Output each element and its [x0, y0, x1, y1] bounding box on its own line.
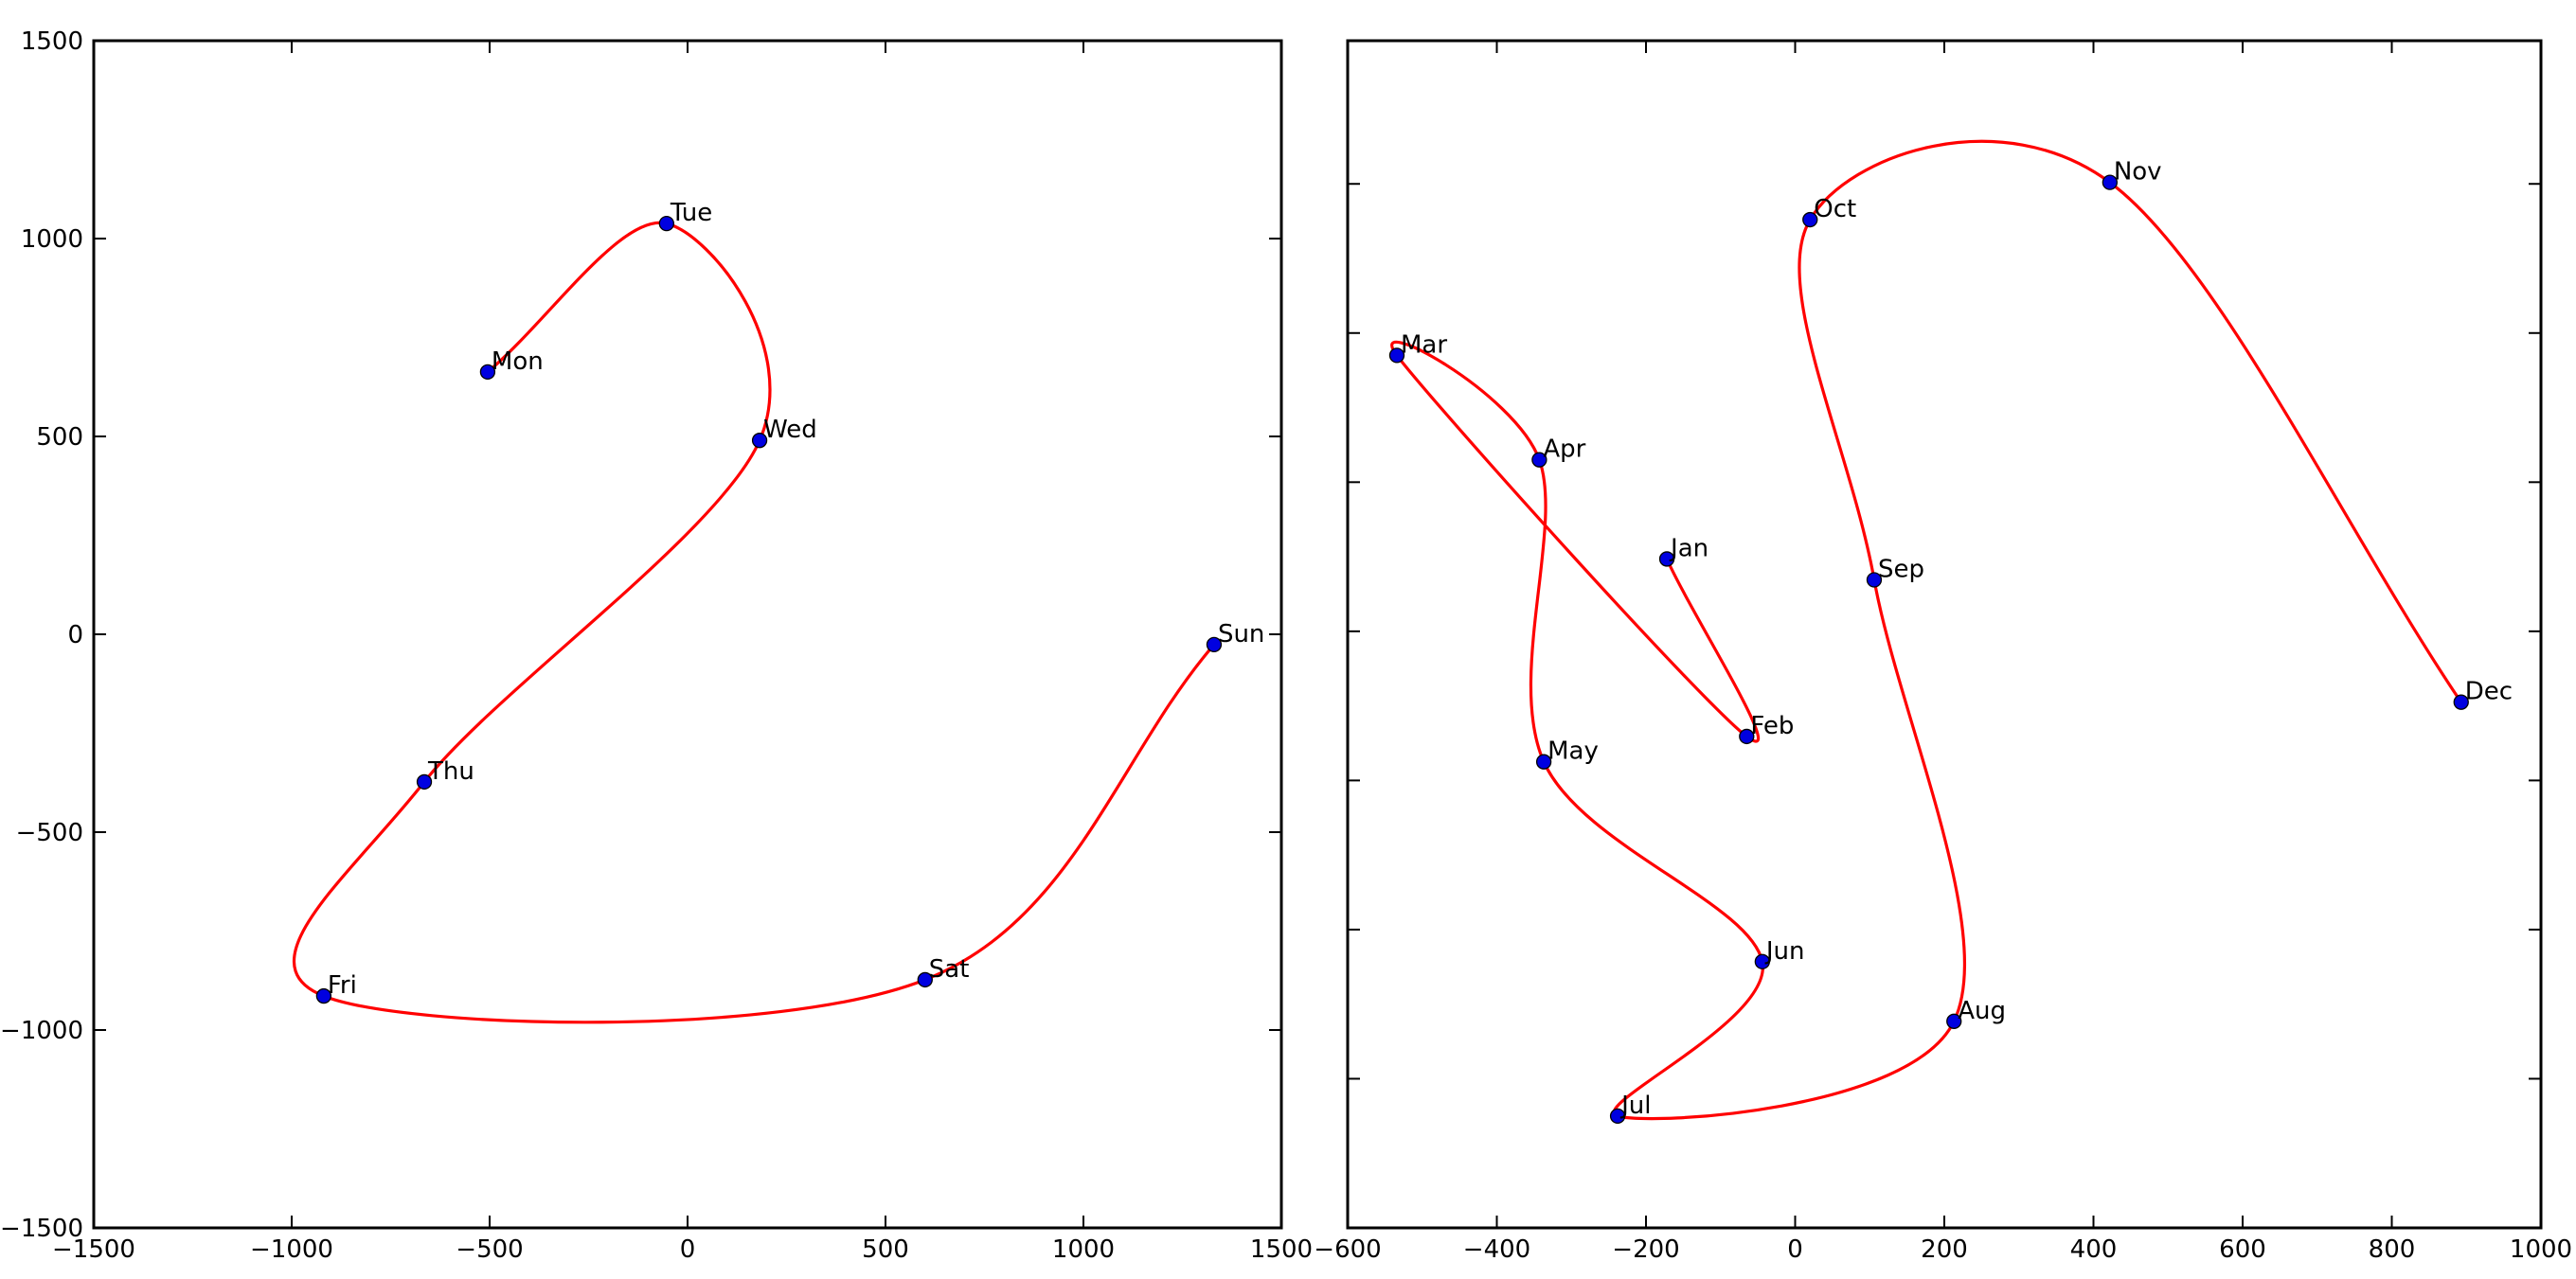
y-tick-label: 1500: [21, 27, 83, 56]
point-marker-Sat: [917, 971, 933, 988]
point-marker-Jan: [1658, 551, 1675, 567]
point-label-May: May: [1547, 737, 1599, 766]
y-tick-label: −1500: [0, 1215, 83, 1243]
point-label-Aug: Aug: [1958, 997, 2006, 1025]
point-marker-Feb: [1739, 728, 1755, 745]
x-tick-label: 200: [1921, 1235, 1968, 1264]
point-label-Mon: Mon: [492, 347, 544, 376]
point-label-Wed: Wed: [763, 416, 817, 444]
weekday-plot: −1500 −1000 −500 0 500 1000 1500 −1500 −1000 −500…: [0, 27, 1313, 1264]
y-tick-label: −500: [16, 819, 83, 847]
point-label-Feb: Feb: [1750, 712, 1794, 740]
x-tick-label: −200: [1612, 1235, 1679, 1264]
point-label-Nov: Nov: [2114, 158, 2162, 187]
y-tick-label: 500: [36, 423, 83, 452]
x-tick-label: −500: [456, 1235, 523, 1264]
point-label-Oct: Oct: [1814, 195, 1856, 223]
point-label-Mar: Mar: [1401, 330, 1447, 359]
x-tick-label: −400: [1463, 1235, 1530, 1264]
x-tick-label: −1500: [52, 1235, 135, 1264]
y-tick-label: 0: [67, 621, 83, 649]
point-marker-May: [1535, 754, 1552, 770]
y-tick-label: 1000: [21, 225, 83, 254]
point-marker-Mar: [1388, 347, 1405, 364]
point-label-Sat: Sat: [929, 955, 970, 984]
x-tick-label: 400: [2070, 1235, 2118, 1264]
point-label-Tue: Tue: [670, 199, 712, 227]
point-label-Jan: Jan: [1669, 534, 1708, 562]
point-marker-Dec: [2453, 694, 2469, 710]
point-marker-Jul: [1609, 1108, 1626, 1124]
point-marker-Aug: [1946, 1013, 1962, 1029]
y-tick-label: −1000: [0, 1017, 83, 1045]
point-marker-Tue: [658, 215, 674, 232]
point-marker-Sun: [1206, 636, 1223, 653]
spline-curve: [292, 221, 1216, 1024]
point-label-Jun: Jun: [1764, 937, 1805, 966]
spline-curve: [1390, 139, 2463, 1121]
x-tick-label: −1000: [250, 1235, 333, 1264]
point-label-Thu: Thu: [427, 757, 474, 786]
x-tick-label: 1500: [1250, 1235, 1313, 1264]
x-tick-label: 500: [862, 1235, 909, 1264]
point-marker-Apr: [1531, 452, 1547, 468]
point-marker-Mon: [479, 364, 496, 381]
x-tick-label: 1000: [2510, 1235, 2572, 1264]
x-tick-label: 0: [1787, 1235, 1803, 1264]
point-label-Jul: Jul: [1619, 1092, 1651, 1120]
point-marker-Thu: [416, 773, 433, 790]
x-tick-label: −600: [1314, 1235, 1381, 1264]
point-marker-Sep: [1866, 572, 1883, 588]
x-tick-label: 1000: [1052, 1235, 1115, 1264]
point-label-Sun: Sun: [1218, 620, 1264, 648]
point-marker-Fri: [315, 987, 332, 1004]
axes-spines: [1346, 39, 2543, 1230]
point-marker-Nov: [2102, 174, 2118, 190]
point-label-Dec: Dec: [2465, 678, 2513, 706]
point-label-Apr: Apr: [1543, 435, 1585, 464]
point-marker-Wed: [751, 433, 768, 449]
x-tick-label: 800: [2369, 1235, 2416, 1264]
x-tick-label: 600: [2219, 1235, 2266, 1264]
point-label-Fri: Fri: [328, 971, 357, 1000]
point-marker-Oct: [1802, 211, 1818, 228]
point-marker-Jun: [1754, 953, 1770, 969]
point-label-Sep: Sep: [1878, 555, 1924, 583]
month-plot: −600 −400 −200 0 200 400 600 800 1000 Jan Feb Mar Ap…: [1314, 39, 2572, 1264]
x-tick-label: 0: [680, 1235, 696, 1264]
